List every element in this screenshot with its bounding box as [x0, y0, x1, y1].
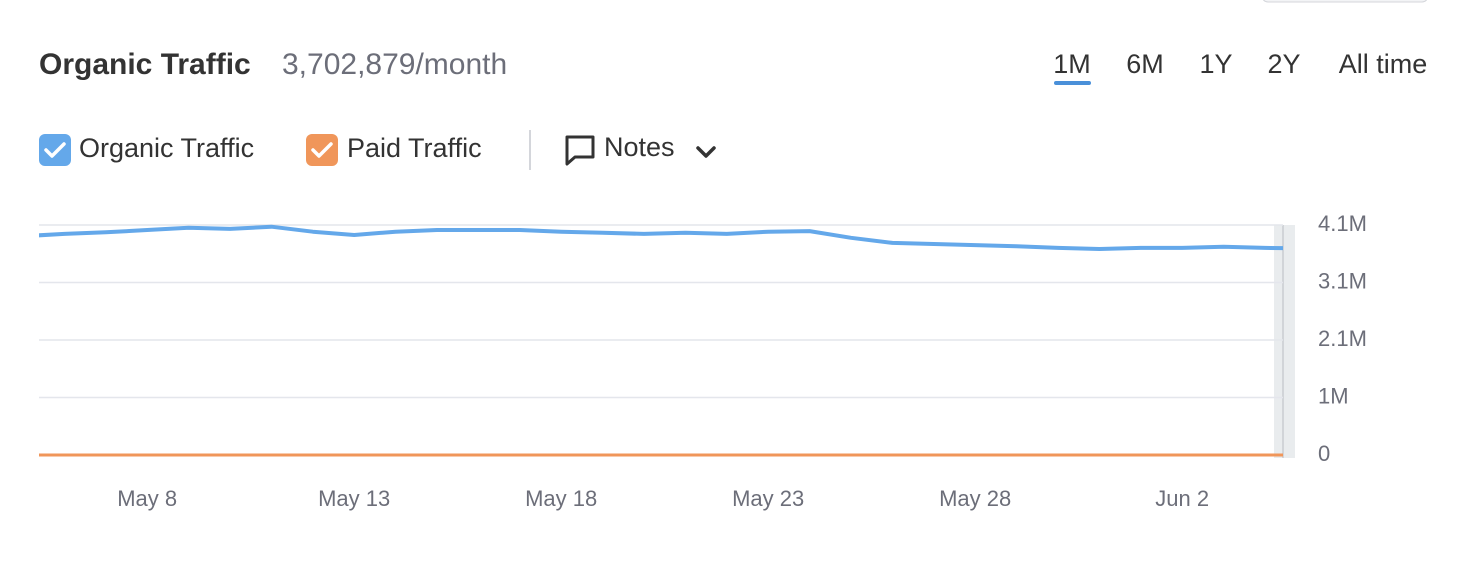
chevron	[696, 146, 716, 158]
y-tick-label: 4.1M	[1318, 211, 1367, 236]
check	[44, 142, 66, 158]
y-tick-label: 2.1M	[1318, 326, 1367, 351]
period-tab[interactable]: All time	[1339, 49, 1428, 79]
x-tick-label: May 8	[117, 486, 177, 511]
period-tab[interactable]: 2Y	[1267, 49, 1300, 79]
series-line	[39, 224, 1283, 251]
title: Organic Traffic	[39, 48, 251, 81]
y-tick-label: 0	[1318, 441, 1330, 466]
partial-button[interactable]	[1262, 0, 1428, 3]
x-tick-label: May 18	[525, 486, 597, 511]
checkbox[interactable]	[306, 134, 338, 166]
x-tick-label: Jun 2	[1155, 486, 1209, 511]
legend-label: Organic Traffic	[79, 133, 254, 163]
check	[311, 142, 333, 158]
legend-label: Paid Traffic	[347, 133, 482, 163]
y-tick-label: 1M	[1318, 383, 1349, 408]
notes-label: Notes	[604, 132, 675, 162]
legend-paid[interactable]: Paid Traffic	[306, 133, 482, 166]
checkbox[interactable]	[39, 134, 71, 166]
period-tab[interactable]: 6M	[1126, 49, 1164, 79]
notes-button[interactable]: Notes	[565, 132, 716, 166]
active-underline	[1054, 81, 1091, 85]
x-tick-label: May 23	[732, 486, 804, 511]
plot-area	[39, 224, 1283, 457]
period-tab[interactable]: 1M	[1053, 49, 1091, 79]
x-tick-label: May 28	[939, 486, 1011, 511]
traffic-value: 3,702,879/month	[282, 48, 507, 81]
notes-icon	[565, 135, 595, 166]
x-tick-label: May 13	[318, 486, 390, 511]
legend-organic[interactable]: Organic Traffic	[39, 133, 254, 166]
period-tab[interactable]: 1Y	[1199, 49, 1232, 79]
y-tick-label: 3.1M	[1318, 268, 1367, 293]
scroll-column	[1274, 225, 1295, 458]
